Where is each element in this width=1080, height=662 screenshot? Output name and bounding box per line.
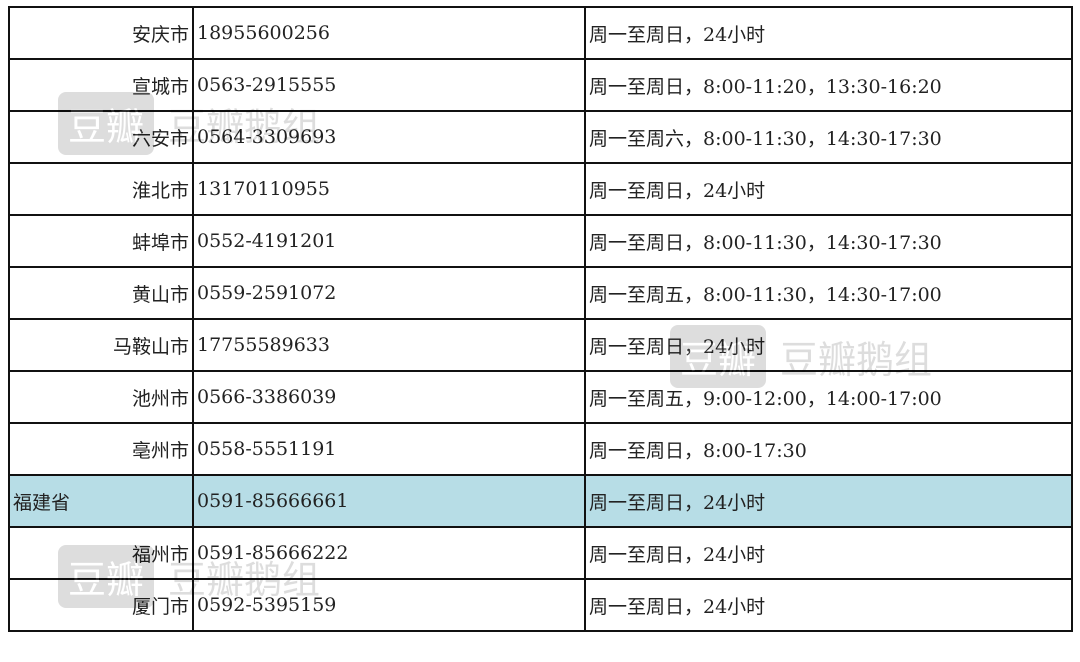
- hours-cell: 周一至周日，8:00-17:30: [584, 422, 1073, 476]
- hours-cell: 周一至周五，8:00-11:30，14:30-17:00: [584, 266, 1073, 320]
- region-cell: 蚌埠市: [8, 214, 194, 268]
- region-cell: 厦门市: [8, 578, 194, 632]
- phone-cell: 0591-85666222: [192, 526, 586, 580]
- region-cell: 福建省: [8, 474, 194, 528]
- phone-cell: 0566-3386039: [192, 370, 586, 424]
- region-cell: 六安市: [8, 110, 194, 164]
- table-row: 六安市 0564-3309693 周一至周六，8:00-11:30，14:30-17…: [8, 110, 1073, 164]
- table-row: 福建省 0591-85666661 周一至周日，24小时: [8, 474, 1073, 528]
- hours-cell: 周一至周日，24小时: [584, 318, 1073, 372]
- region-cell: 亳州市: [8, 422, 194, 476]
- table-row: 淮北市 13170110955 周一至周日，24小时: [8, 162, 1073, 216]
- region-cell: 淮北市: [8, 162, 194, 216]
- hours-cell: 周一至周日，24小时: [584, 578, 1073, 632]
- region-cell: 池州市: [8, 370, 194, 424]
- hours-cell: 周一至周日，24小时: [584, 474, 1073, 528]
- hours-cell: 周一至周日，24小时: [584, 526, 1073, 580]
- hours-cell: 周一至周五，9:00-12:00，14:00-17:00: [584, 370, 1073, 424]
- table-row: 黄山市 0559-2591072 周一至周五，8:00-11:30，14:30-17…: [8, 266, 1073, 320]
- phone-cell: 0592-5395159: [192, 578, 586, 632]
- table-row: 厦门市 0592-5395159 周一至周日，24小时: [8, 578, 1073, 632]
- table-row: 蚌埠市 0552-4191201 周一至周日，8:00-11:30，14:30-17…: [8, 214, 1073, 268]
- hotline-table: 安庆市 18955600256 周一至周日，24小时 宣城市 0563-2915555 周…: [8, 6, 1073, 632]
- hours-cell: 周一至周日，8:00-11:30，14:30-17:30: [584, 214, 1073, 268]
- phone-cell: 17755589633: [192, 318, 586, 372]
- phone-cell: 0552-4191201: [192, 214, 586, 268]
- region-cell: 安庆市: [8, 6, 194, 60]
- phone-cell: 0559-2591072: [192, 266, 586, 320]
- table-row: 宣城市 0563-2915555 周一至周日，8:00-11:20，13:30-16…: [8, 58, 1073, 112]
- phone-cell: 18955600256: [192, 6, 586, 60]
- phone-cell: 13170110955: [192, 162, 586, 216]
- table-row: 安庆市 18955600256 周一至周日，24小时: [8, 6, 1073, 60]
- phone-cell: 0558-5551191: [192, 422, 586, 476]
- region-cell: 宣城市: [8, 58, 194, 112]
- phone-cell: 0564-3309693: [192, 110, 586, 164]
- table-row: 亳州市 0558-5551191 周一至周日，8:00-17:30: [8, 422, 1073, 476]
- table-row: 马鞍山市 17755589633 周一至周日，24小时: [8, 318, 1073, 372]
- table-row: 池州市 0566-3386039 周一至周五，9:00-12:00，14:00-17…: [8, 370, 1073, 424]
- region-cell: 福州市: [8, 526, 194, 580]
- region-cell: 黄山市: [8, 266, 194, 320]
- hours-cell: 周一至周日，24小时: [584, 6, 1073, 60]
- hours-cell: 周一至周日，8:00-11:20，13:30-16:20: [584, 58, 1073, 112]
- phone-cell: 0563-2915555: [192, 58, 586, 112]
- table-row: 福州市 0591-85666222 周一至周日，24小时: [8, 526, 1073, 580]
- hours-cell: 周一至周日，24小时: [584, 162, 1073, 216]
- region-cell: 马鞍山市: [8, 318, 194, 372]
- phone-cell: 0591-85666661: [192, 474, 586, 528]
- hours-cell: 周一至周六，8:00-11:30，14:30-17:30: [584, 110, 1073, 164]
